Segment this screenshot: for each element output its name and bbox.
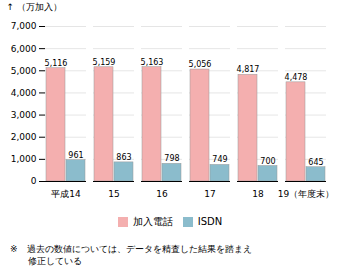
svg-text:5,163: 5,163 [141, 58, 164, 67]
svg-text:7,000: 7,000 [11, 21, 37, 31]
svg-text:0: 0 [31, 176, 37, 186]
svg-text:961: 961 [68, 151, 83, 160]
svg-text:863: 863 [116, 153, 131, 162]
svg-text:4,817: 4,817 [237, 65, 260, 74]
svg-text:5,056: 5,056 [189, 60, 212, 69]
svg-text:5,116: 5,116 [45, 59, 68, 68]
svg-text:645: 645 [308, 158, 323, 167]
svg-text:4,000: 4,000 [11, 88, 37, 98]
svg-text:16: 16 [156, 189, 168, 199]
svg-text:3,000: 3,000 [11, 110, 37, 120]
svg-text:17: 17 [204, 189, 215, 199]
html-text:※ 過去の数値については、データを精査した結果を踏まえ: ※ 過去の数値については、データを精査した結果を踏まえ [10, 244, 252, 254]
html-text:ISDN: ISDN [197, 216, 223, 227]
svg-text:18: 18 [252, 189, 264, 199]
svg-text:4,478: 4,478 [285, 73, 308, 82]
svg-text:平成14: 平成14 [51, 189, 81, 199]
html-text:加入電話: 加入電話 [132, 215, 173, 227]
svg-text:749: 749 [212, 155, 227, 164]
svg-text:15: 15 [108, 189, 119, 199]
svg-text:700: 700 [260, 157, 275, 166]
svg-text:1,000: 1,000 [11, 154, 37, 164]
svg-text:2,000: 2,000 [11, 132, 37, 142]
svg-text:5,000: 5,000 [11, 66, 37, 76]
svg-text:6,000: 6,000 [11, 44, 37, 54]
html-text:修正している: 修正している [10, 256, 82, 266]
svg-text:19（年度末）: 19（年度末） [278, 189, 334, 199]
svg-text:798: 798 [164, 154, 179, 163]
svg-text:5,159: 5,159 [93, 58, 116, 67]
svg-text:↑ （万加入）: ↑ （万加入） [7, 2, 62, 12]
